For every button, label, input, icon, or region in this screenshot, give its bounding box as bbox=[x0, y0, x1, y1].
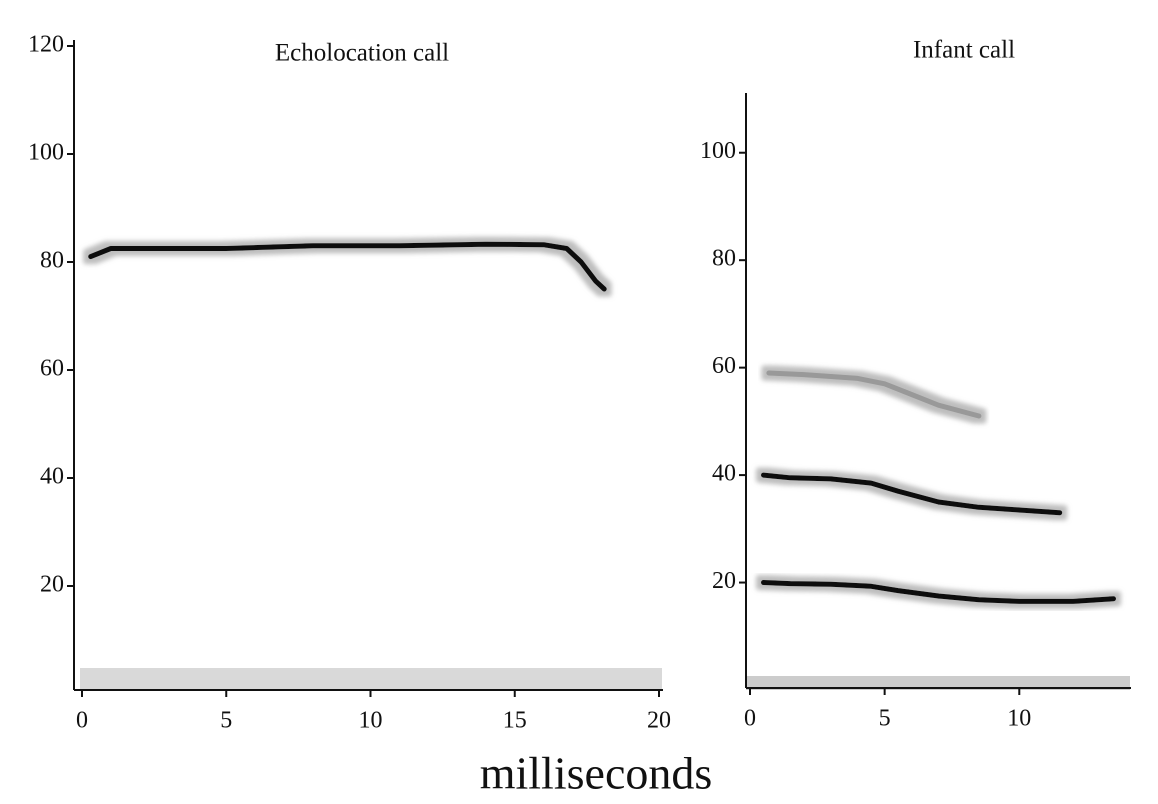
x-tick-label: 5 bbox=[879, 706, 891, 732]
x-tick-label: 20 bbox=[647, 708, 671, 734]
noise-band bbox=[80, 668, 662, 690]
y-tick-label: 20 bbox=[712, 568, 736, 594]
y-tick-label: 40 bbox=[712, 461, 736, 487]
x-tick-label: 10 bbox=[1007, 706, 1031, 732]
chart-title: Infant call bbox=[913, 37, 1015, 64]
x-tick-label: 5 bbox=[220, 708, 232, 734]
y-tick-label: 120 bbox=[28, 32, 64, 58]
y-tick-label: 40 bbox=[40, 464, 64, 490]
trace bbox=[761, 580, 1116, 604]
x-axis-label: milliseconds bbox=[480, 748, 713, 799]
chart-title: Echolocation call bbox=[275, 40, 449, 67]
trace bbox=[766, 370, 982, 419]
x-tick-label: 15 bbox=[503, 708, 527, 734]
x-tick-label: 0 bbox=[744, 706, 756, 732]
y-tick-label: 80 bbox=[40, 248, 64, 274]
noise-band bbox=[746, 676, 1130, 690]
trace bbox=[88, 241, 607, 292]
y-tick-label: 60 bbox=[40, 356, 64, 382]
y-tick-label: 80 bbox=[712, 246, 736, 272]
y-tick-label: 20 bbox=[40, 572, 64, 598]
y-tick-label: 100 bbox=[28, 140, 64, 166]
y-tick-label: 100 bbox=[700, 138, 736, 164]
trace bbox=[761, 472, 1063, 516]
x-tick-label: 10 bbox=[359, 708, 383, 734]
x-tick-label: 0 bbox=[76, 708, 88, 734]
y-tick-label: 60 bbox=[712, 353, 736, 379]
